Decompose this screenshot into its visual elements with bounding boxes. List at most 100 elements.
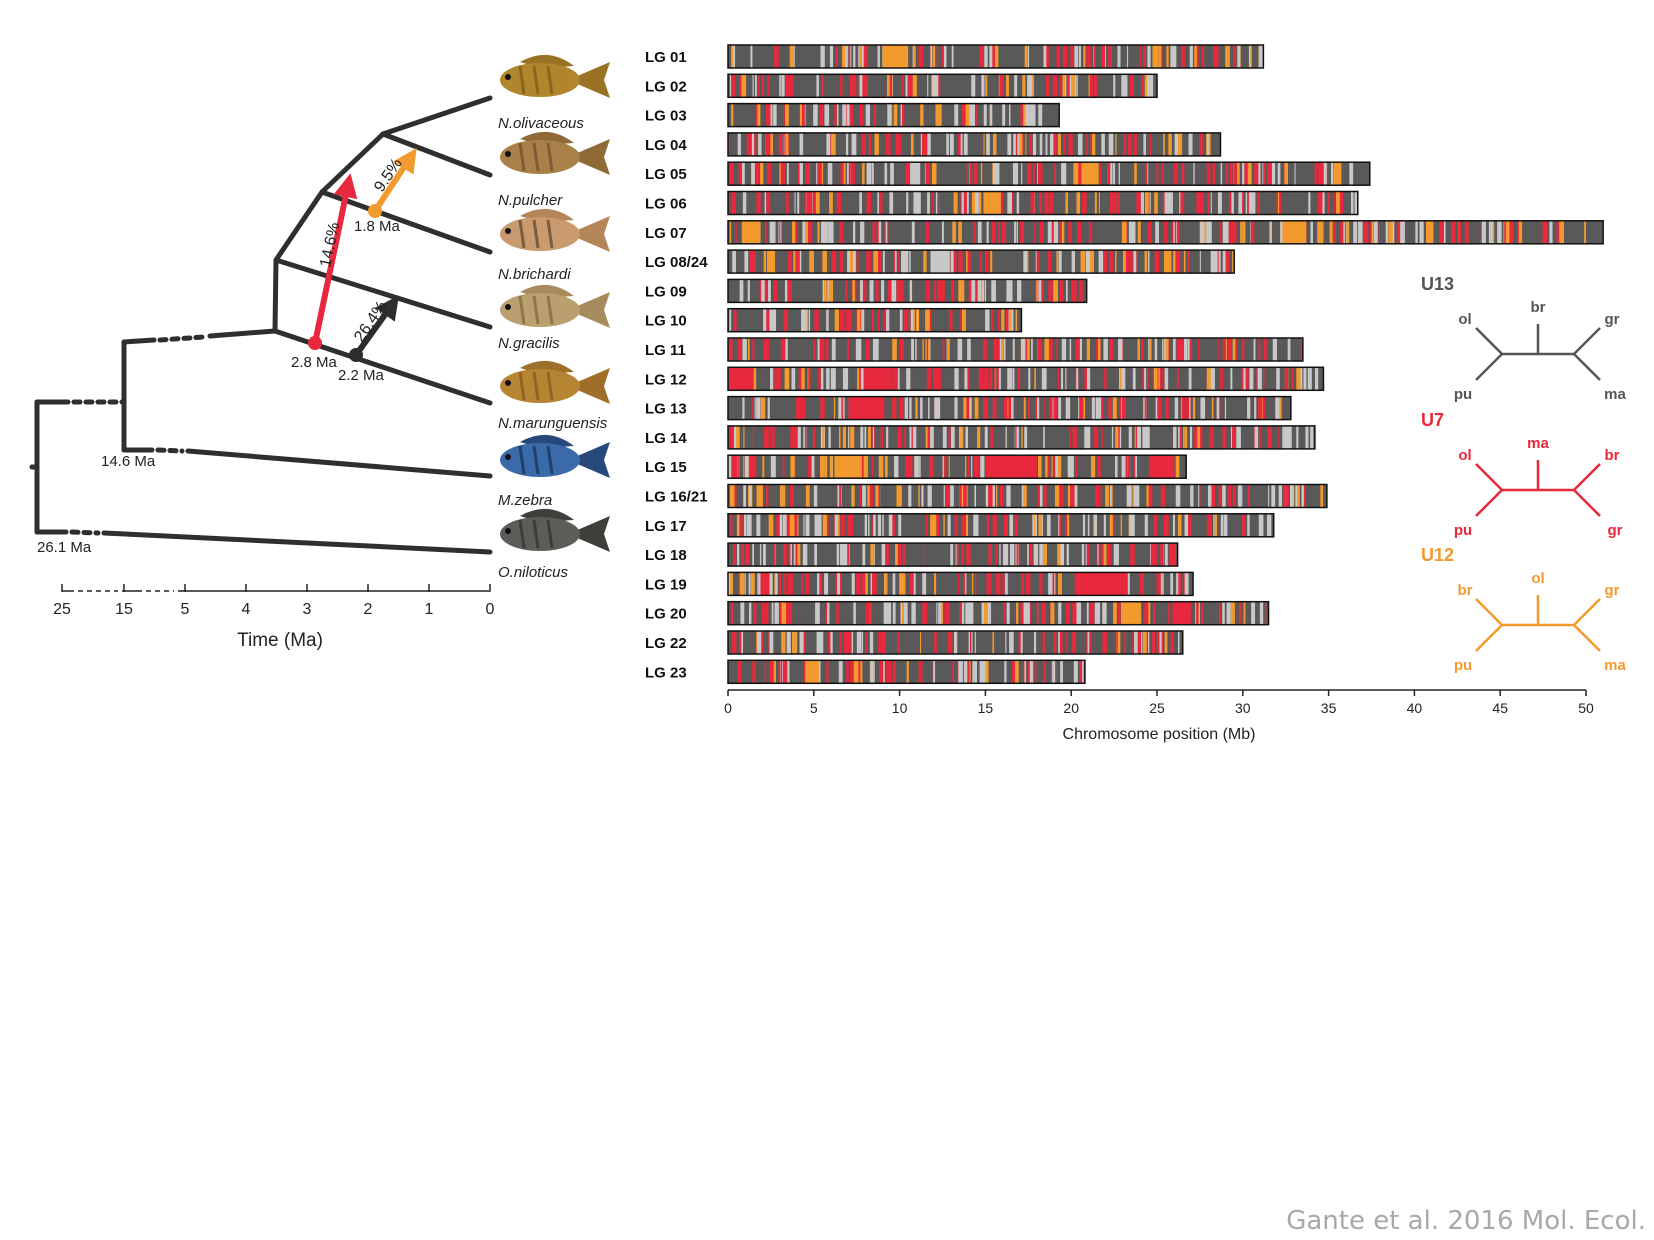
topology-stripe — [729, 425, 734, 449]
topology-stripe — [1175, 484, 1180, 508]
topology-stripe — [836, 103, 839, 127]
topology-stripe — [877, 250, 882, 274]
topology-stripe — [936, 103, 940, 127]
topology-stripe — [1053, 455, 1057, 479]
topology-stripe — [873, 103, 877, 127]
topology-stripe — [983, 601, 988, 625]
topology-stripe — [786, 338, 788, 361]
topology-stripe — [1238, 191, 1243, 215]
topology-stripe — [752, 338, 755, 361]
topology-stripe — [981, 279, 983, 303]
topology-stripe — [853, 601, 856, 625]
topology-stripe — [879, 660, 885, 684]
topology-stripe — [734, 308, 737, 332]
topology-stripe — [994, 367, 996, 391]
topology-stripe — [1243, 601, 1246, 625]
topology-stripe — [1158, 45, 1162, 68]
topology-stripe — [1134, 631, 1136, 654]
topology-stripe — [800, 367, 805, 391]
chromosome-row: LG 08/24 — [645, 249, 1235, 274]
topology-stripe — [991, 220, 996, 244]
topology-stripe — [1232, 484, 1236, 508]
chromosome-row: LG 11 — [645, 337, 1304, 362]
topology-stripe — [934, 279, 936, 303]
topology-stripe — [1107, 543, 1110, 567]
topology-stripe — [889, 191, 894, 215]
topology-stripe — [1168, 543, 1173, 567]
topology-stripe — [903, 308, 909, 332]
topology-stripe — [1059, 220, 1062, 244]
topology-stripe — [876, 220, 879, 244]
topology-stripe — [1140, 191, 1144, 215]
chromosome-outline — [727, 454, 1187, 479]
topology-stripe — [840, 74, 843, 98]
topology-stripe — [730, 601, 734, 625]
topology-stripe — [975, 191, 979, 215]
topology-stripe — [749, 601, 752, 625]
topology-stripe — [799, 132, 804, 156]
topology-stripe — [878, 631, 882, 654]
topology-stripe — [1267, 425, 1272, 449]
topology-stripe — [981, 74, 985, 98]
topology-stripe — [859, 74, 864, 98]
topology-stripe — [822, 250, 827, 274]
chromosome-outline — [727, 366, 1325, 392]
topology-stripe — [1014, 220, 1016, 244]
topology-stripe — [814, 308, 819, 332]
topology-stripe — [1170, 572, 1174, 596]
topology-stripe — [986, 572, 989, 596]
topology-stripe — [904, 396, 909, 420]
topology-stripe — [1278, 396, 1282, 420]
topology-stripe — [983, 132, 985, 156]
topology-stripe — [846, 660, 849, 684]
introgression-arrows: 14.6% 26.4% 9.5% — [308, 147, 417, 362]
chromosome-label: LG 12 — [645, 371, 687, 388]
topology-stripe — [900, 396, 904, 420]
topology-stripe — [935, 74, 939, 98]
topology-stripe — [1064, 162, 1067, 186]
topology-stripe — [1517, 220, 1519, 244]
topology-stripe — [1257, 396, 1263, 420]
topology-stripe — [920, 103, 924, 127]
topology-stripe — [1020, 103, 1024, 127]
topology-stripe — [813, 103, 818, 127]
topology-stripe — [1492, 220, 1495, 244]
x-tick-label: 45 — [1492, 700, 1508, 716]
topology-stripe — [1247, 396, 1250, 420]
chromosome-outline — [727, 102, 1060, 128]
topology-stripe — [731, 103, 733, 127]
topology-stripe — [751, 162, 755, 186]
topology-stripe — [910, 425, 914, 449]
topology-stripe — [1022, 74, 1026, 98]
topology-stripe — [1029, 132, 1033, 156]
topology-stripe — [996, 484, 998, 508]
topology-stripe — [1121, 74, 1126, 98]
topology-stripe — [1211, 396, 1214, 420]
topology-stripe — [966, 162, 968, 186]
topology-stripe — [971, 631, 973, 654]
topology-stripe — [732, 45, 736, 68]
topology-stripe — [988, 484, 993, 508]
topology-stripe — [1057, 513, 1061, 537]
chromosome-outline — [727, 161, 1371, 186]
topology-stripe — [780, 660, 783, 684]
topology-stripe — [1012, 162, 1017, 186]
topology-stripe — [817, 162, 822, 186]
topology-stripe — [855, 338, 858, 361]
topology-stripe — [1047, 513, 1051, 537]
topology-stripe — [904, 425, 907, 449]
topology-stripe — [754, 396, 756, 420]
topology-stripe — [860, 455, 864, 479]
time-tick-label: 3 — [303, 601, 312, 618]
introgression-arrow-orange — [372, 147, 417, 213]
time-tick-label: 1 — [425, 601, 434, 618]
topology-stripe — [967, 338, 971, 361]
chromosome-label: LG 15 — [645, 459, 687, 476]
topology-stripe — [1086, 543, 1090, 567]
topology-stripe — [1124, 631, 1126, 654]
topology-stripe — [1219, 220, 1222, 244]
topology-stripe — [801, 396, 806, 420]
topology-stripe — [1415, 220, 1418, 244]
topology-stripe — [1023, 660, 1025, 684]
topology-stripe — [909, 572, 914, 596]
